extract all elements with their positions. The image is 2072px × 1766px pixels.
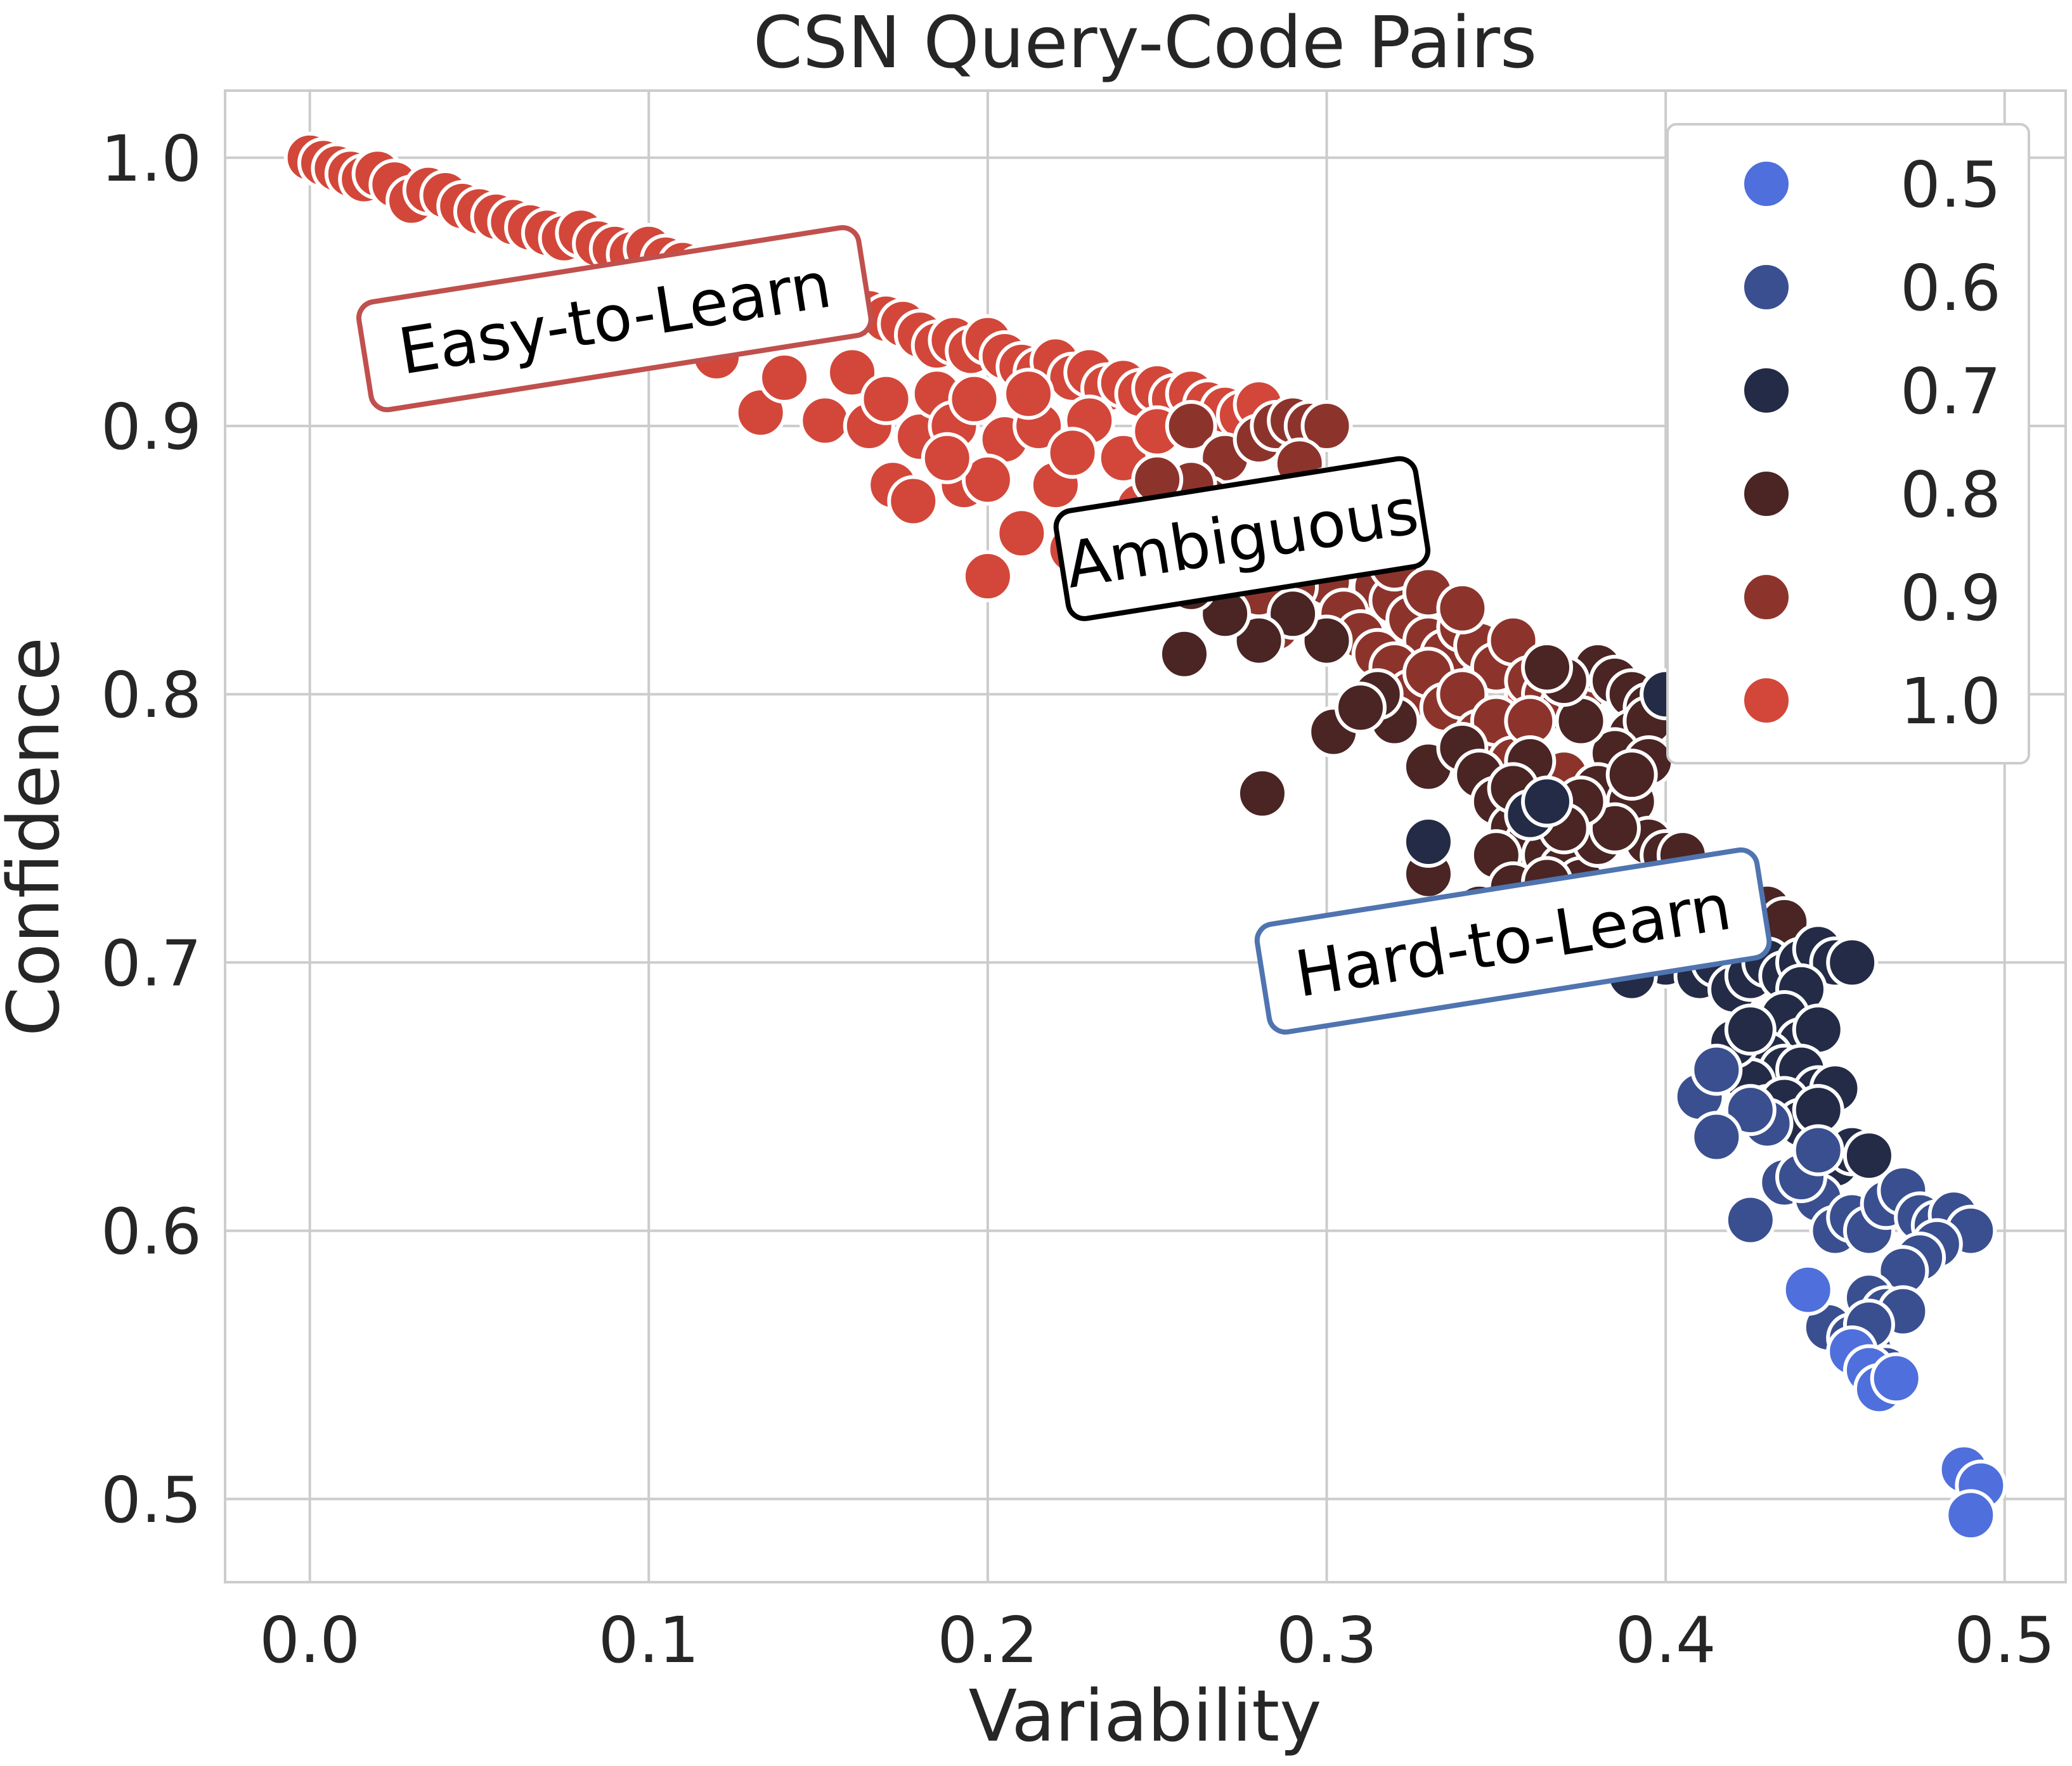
legend-label: 0.5 (1900, 148, 2001, 222)
data-point-0.6 (1724, 1194, 1777, 1246)
data-point-0.5 (1870, 1352, 1922, 1405)
data-point-0.8 (1233, 614, 1285, 667)
annotation-frame (1053, 456, 1431, 621)
data-point-1.0 (921, 432, 973, 484)
plot-frame (224, 89, 2067, 1583)
data-point-0.7 (1402, 815, 1454, 868)
data-point-0.6 (1792, 1124, 1844, 1176)
data-point-1.0 (1046, 427, 1099, 479)
data-point-0.8 (1588, 802, 1641, 854)
data-point-0.8 (1605, 749, 1658, 801)
y-tick-labels: 0.5 0.6 0.7 0.8 0.9 1.0 (101, 122, 202, 1537)
data-point-0.8 (1267, 588, 1319, 640)
data-point-1.0 (887, 475, 940, 527)
data-point-0.9 (1436, 582, 1489, 635)
y-tick-label: 0.6 (101, 1195, 202, 1269)
x-tick-label: 0.1 (599, 1603, 699, 1677)
data-point-0.7 (1521, 775, 1574, 828)
data-point-0.9 (1300, 400, 1353, 453)
x-tick-labels: 0.0 0.1 0.2 0.3 0.4 0.5 (259, 1603, 2055, 1677)
x-tick-label: 0.0 (259, 1603, 360, 1677)
legend-marker (1740, 571, 1792, 623)
x-axis-label: Variability (969, 1675, 1322, 1758)
data-point-1.0 (758, 351, 811, 404)
legend: 0.5 0.6 0.7 0.8 0.9 1.0 (1666, 123, 2030, 764)
x-tick-label: 0.4 (1616, 1603, 1716, 1677)
y-tick-label: 0.9 (101, 390, 202, 464)
data-points (283, 131, 2007, 1542)
data-point-0.7 (1842, 1130, 1895, 1182)
data-point-1.0 (961, 550, 1014, 602)
legend-label: 0.8 (1900, 458, 2001, 532)
data-point-1.0 (961, 453, 1014, 506)
data-point-0.8 (1521, 641, 1574, 693)
y-tick-label: 1.0 (101, 122, 202, 196)
y-tick-label: 0.8 (101, 658, 202, 732)
legend-marker (1740, 364, 1792, 416)
legend-label: 1.0 (1900, 664, 2001, 738)
annotation-frame (356, 225, 874, 413)
legend-label: 0.6 (1900, 251, 2001, 325)
x-tick-label: 0.3 (1276, 1603, 1377, 1677)
data-point-0.6 (1690, 1043, 1743, 1096)
data-point-0.8 (1158, 628, 1210, 680)
y-axis-label: Confidence (0, 637, 75, 1036)
data-point-1.0 (1002, 368, 1055, 420)
x-tick-label: 0.5 (1954, 1603, 2055, 1677)
y-tick-label: 0.7 (101, 926, 202, 1000)
data-point-1.0 (860, 373, 912, 425)
legend-label: 0.7 (1900, 354, 2001, 429)
data-point-0.7 (1724, 1003, 1777, 1056)
data-point-0.6 (1724, 1084, 1777, 1137)
data-point-0.5 (1945, 1489, 1997, 1542)
legend-label: 0.9 (1900, 561, 2001, 635)
data-point-0.5 (1782, 1263, 1834, 1316)
y-tick-label: 0.5 (101, 1463, 202, 1537)
data-point-0.8 (1334, 681, 1387, 734)
data-point-1.0 (799, 394, 851, 447)
legend-marker (1740, 674, 1792, 726)
data-point-0.9 (1165, 400, 1217, 453)
data-point-1.0 (826, 346, 879, 399)
data-point-1.0 (948, 373, 1000, 425)
data-point-0.8 (1300, 614, 1353, 667)
legend-marker (1740, 261, 1792, 313)
chart-title: CSN Query-Code Pairs (753, 2, 1537, 84)
data-point-0.6 (1690, 1111, 1743, 1163)
annotation-frame (1254, 847, 1772, 1035)
data-point-0.7 (1826, 936, 1879, 989)
data-point-1.0 (995, 507, 1048, 560)
data-point-0.8 (1236, 767, 1288, 820)
x-tick-label: 0.2 (937, 1603, 1038, 1677)
legend-marker (1740, 158, 1792, 210)
legend-marker (1740, 468, 1792, 520)
